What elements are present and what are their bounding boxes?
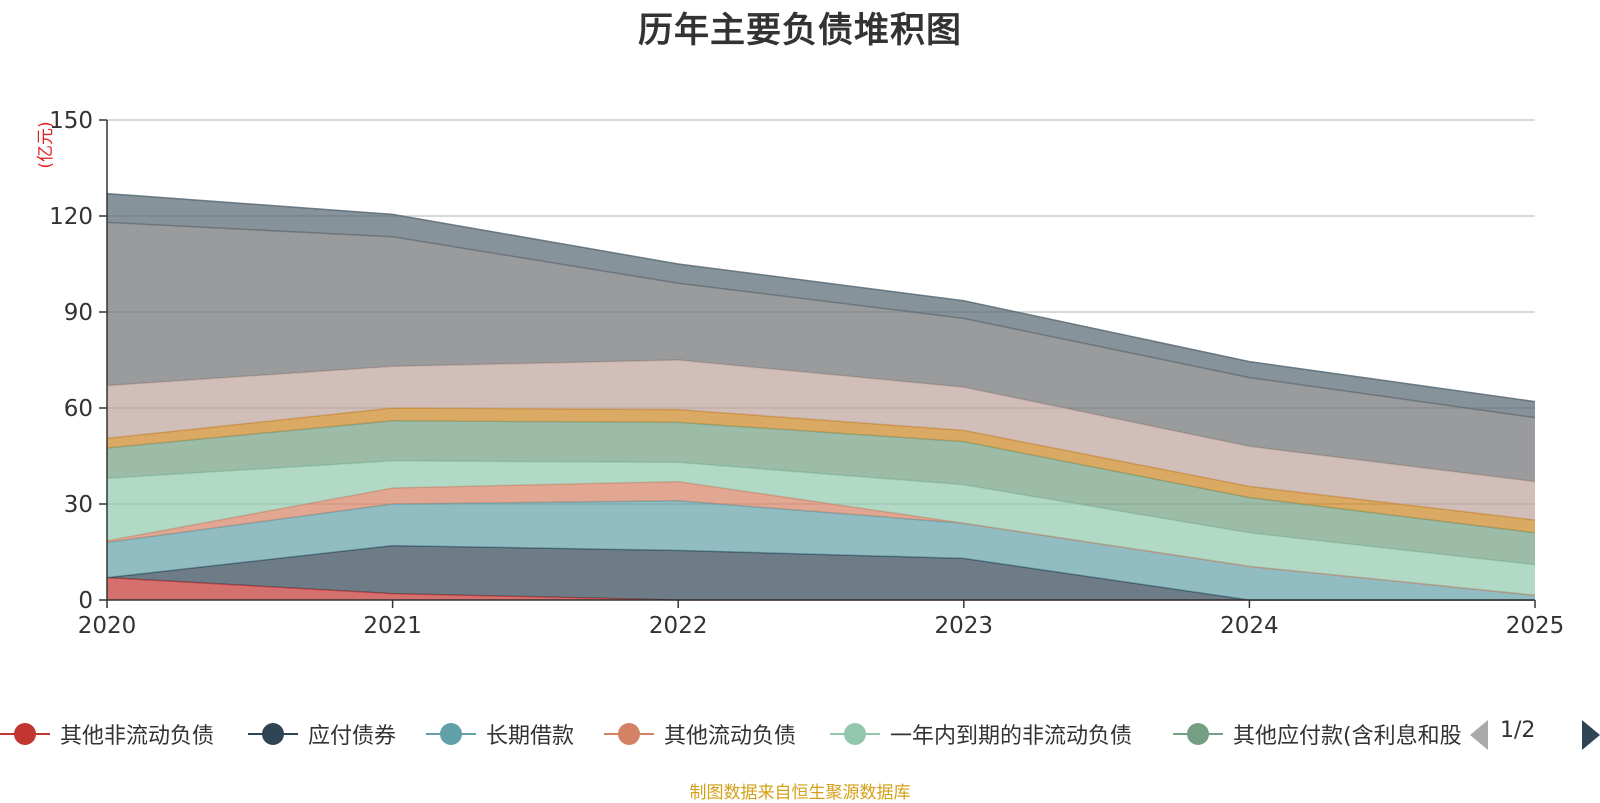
legend-item-3[interactable]: 长期借款	[426, 716, 574, 752]
legend-item-5[interactable]: 一年内到期的非流动负债	[830, 716, 1132, 752]
legend-marker-icon	[1173, 716, 1223, 752]
source-note: 制图数据来自恒生聚源数据库	[689, 783, 911, 803]
y-tick-label-90: 90	[64, 300, 93, 326]
area-series-8[interactable]	[107, 360, 1535, 520]
legend-item-6[interactable]: 其他应付款(含利息和股	[1173, 716, 1462, 752]
area-edge-series-10	[106, 192, 1536, 403]
tick-labels: 0 30 60 90 120 150 2020 2021 2022 2023 2024 2025 (亿元…	[36, 108, 1564, 639]
area-series-9[interactable]	[107, 222, 1535, 482]
legend-prev-page-arrow-icon[interactable]	[1470, 720, 1488, 750]
legend-next-page-arrow-icon[interactable]	[1582, 720, 1600, 750]
legend-item-4[interactable]: 其他流动负债	[604, 716, 796, 752]
y-tick-label-120: 120	[49, 204, 93, 230]
x-tick-label-2021: 2021	[363, 613, 422, 639]
legend-pager: 1/2	[1470, 716, 1600, 752]
area-series-3[interactable]	[107, 500, 1535, 600]
x-tick-label-2024: 2024	[1220, 613, 1279, 639]
chart-title: 历年主要负债堆积图	[637, 11, 962, 51]
legend-marker-icon	[830, 716, 880, 752]
y-axis-unit-label: (亿元)	[36, 121, 56, 168]
stacked-areas	[106, 192, 1536, 601]
x-tick-label-2023: 2023	[935, 613, 994, 639]
axes	[99, 119, 1536, 608]
area-series-4[interactable]	[107, 481, 1535, 596]
area-series-2[interactable]	[107, 545, 1535, 600]
y-tick-label-30: 30	[64, 492, 93, 518]
legend: 其他非流动负债 应付债券 长期借款 其他流动负债 一年内到期的非流动负债 其他应付款(含利…	[0, 716, 1600, 752]
legend-label: 其他非流动负债	[60, 724, 215, 749]
x-tick-label-2020: 2020	[78, 613, 137, 639]
area-series-10[interactable]	[107, 193, 1535, 418]
y-tick-label-60: 60	[64, 396, 93, 422]
legend-marker-icon	[248, 716, 298, 752]
legend-label: 应付债券	[308, 724, 397, 749]
legend-label: 长期借款	[486, 724, 575, 749]
x-tick-label-2025: 2025	[1506, 613, 1565, 639]
legend-marker-icon	[0, 716, 50, 752]
legend-item-1[interactable]: 其他非流动负债	[0, 716, 214, 752]
y-tick-label-0: 0	[78, 588, 93, 614]
legend-item-2[interactable]: 应付债券	[248, 716, 396, 752]
area-series-6[interactable]	[107, 420, 1535, 565]
y-tick-label-150: 150	[49, 108, 93, 134]
area-edge-series-5	[106, 460, 1536, 566]
area-series-5[interactable]	[107, 460, 1535, 596]
legend-label: 其他流动负债	[664, 724, 797, 749]
area-series-1[interactable]	[107, 577, 1535, 600]
legend-marker-icon	[426, 716, 476, 752]
x-tick-label-2022: 2022	[649, 613, 708, 639]
legend-label: 一年内到期的非流动负债	[890, 724, 1133, 749]
legend-page-indicator: 1/2	[1500, 718, 1536, 743]
legend-label: 其他应付款(含利息和股	[1233, 724, 1462, 749]
legend-marker-icon	[604, 716, 654, 752]
